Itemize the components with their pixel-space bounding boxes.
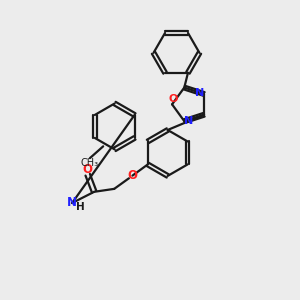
Text: O: O — [82, 163, 92, 176]
Text: O: O — [127, 169, 137, 182]
Text: O: O — [169, 94, 178, 104]
Text: N: N — [184, 116, 194, 126]
Text: H: H — [76, 202, 85, 212]
Text: N: N — [195, 88, 204, 98]
Text: CH₃: CH₃ — [81, 158, 99, 168]
Text: N: N — [67, 196, 77, 209]
